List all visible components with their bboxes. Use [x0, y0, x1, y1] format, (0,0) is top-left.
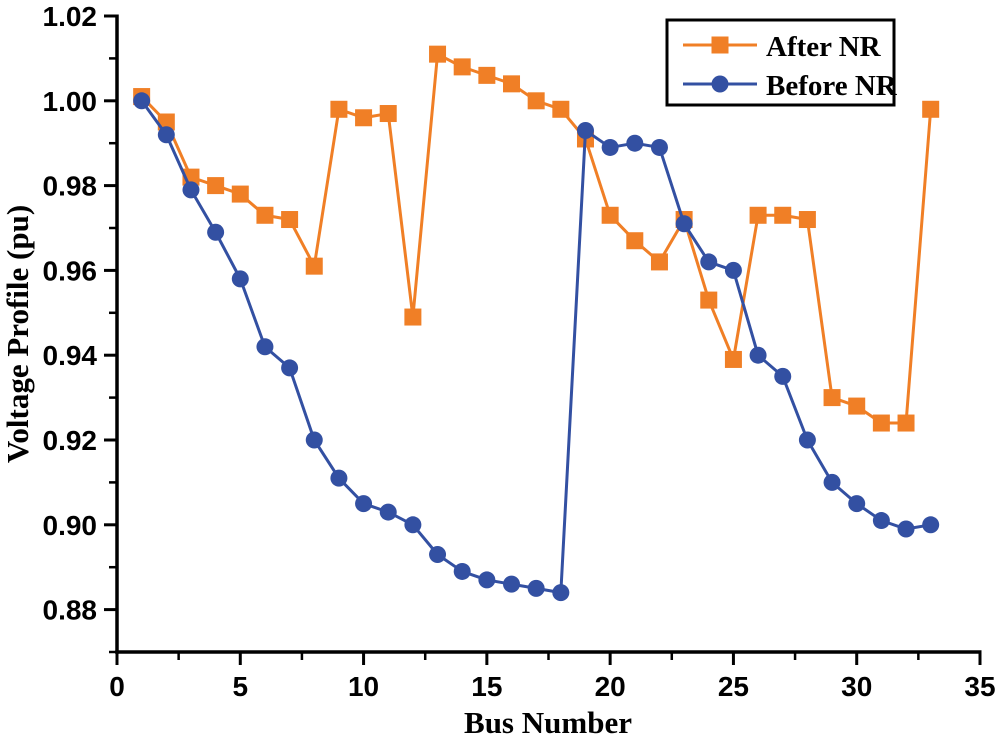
legend-box — [665, 18, 896, 107]
data-point-marker — [897, 414, 915, 432]
data-point-marker — [626, 134, 644, 152]
data-point-marker — [256, 206, 274, 224]
x-tick-label: 30 — [841, 671, 872, 702]
data-point-marker — [872, 512, 890, 530]
series-line-0 — [140, 52, 933, 425]
data-point-marker — [527, 92, 545, 110]
x-tick-label: 20 — [595, 671, 626, 702]
legend-marker — [711, 75, 729, 93]
data-point-marker — [429, 545, 447, 563]
y-tick-label: 1.00 — [43, 86, 98, 117]
data-point-marker — [922, 100, 940, 118]
y-tick-label: 0.88 — [43, 595, 98, 626]
data-point-marker — [330, 469, 348, 487]
data-point-marker — [823, 389, 841, 407]
data-point-marker — [133, 92, 151, 110]
data-point-marker — [281, 211, 299, 229]
data-point-marker — [404, 516, 422, 534]
data-point-marker — [207, 177, 225, 195]
data-point-marker — [404, 308, 422, 326]
data-point-marker — [182, 181, 200, 199]
data-point-marker — [379, 503, 397, 521]
data-point-marker — [774, 367, 792, 385]
data-point-marker — [626, 232, 644, 250]
data-point-marker — [281, 359, 299, 377]
data-point-marker — [823, 473, 841, 491]
x-tick-label: 35 — [964, 671, 995, 702]
y-tick-label: 0.96 — [43, 255, 98, 286]
data-point-marker — [774, 206, 792, 224]
x-tick-label: 0 — [109, 671, 125, 702]
data-point-marker — [724, 350, 742, 368]
data-point-marker — [798, 211, 816, 229]
data-point-marker — [355, 109, 373, 127]
legend-label: After NR — [766, 31, 882, 63]
data-point-marker — [527, 579, 545, 597]
legend-marker — [711, 36, 729, 54]
data-point-marker — [231, 270, 249, 288]
x-axis-title: Bus Number — [464, 705, 632, 739]
data-point-marker — [650, 253, 668, 271]
data-point-marker — [503, 75, 521, 93]
x-tick-label: 5 — [232, 671, 248, 702]
data-point-marker — [355, 495, 373, 513]
y-axis-title: Voltage Profile (pu) — [0, 205, 35, 463]
data-point-marker — [256, 338, 274, 356]
data-point-marker — [724, 261, 742, 279]
data-point-marker — [305, 257, 323, 275]
data-point-marker — [601, 206, 619, 224]
y-tick-label: 0.94 — [43, 340, 98, 371]
data-point-marker — [798, 431, 816, 449]
data-point-marker — [650, 138, 668, 156]
data-point-marker — [330, 100, 348, 118]
data-point-marker — [749, 346, 767, 364]
data-point-marker — [675, 215, 693, 233]
data-point-marker — [576, 121, 594, 139]
data-point-marker — [848, 495, 866, 513]
y-tick-label: 0.90 — [43, 510, 98, 541]
x-tick-label: 25 — [718, 671, 749, 702]
data-point-marker — [552, 584, 570, 602]
data-point-marker — [749, 206, 767, 224]
data-point-marker — [207, 223, 225, 241]
data-point-marker — [897, 520, 915, 538]
y-tick-label: 1.02 — [43, 1, 98, 32]
x-tick-label: 15 — [471, 671, 502, 702]
data-point-marker — [453, 562, 471, 580]
data-point-marker — [478, 66, 496, 84]
data-point-marker — [601, 138, 619, 156]
y-tick-label: 0.98 — [43, 171, 98, 202]
x-tick-label: 10 — [348, 671, 379, 702]
data-point-marker — [305, 431, 323, 449]
data-point-marker — [157, 126, 175, 144]
data-point-marker — [872, 414, 890, 432]
y-tick-label: 0.92 — [43, 425, 98, 456]
data-point-marker — [231, 185, 249, 203]
data-point-marker — [848, 397, 866, 415]
legend-label: Before NR — [766, 70, 898, 102]
data-point-marker — [453, 58, 471, 76]
data-point-marker — [157, 113, 175, 131]
data-point-marker — [922, 516, 940, 534]
data-point-marker — [700, 253, 718, 271]
data-point-marker — [700, 291, 718, 309]
data-point-marker — [503, 575, 521, 593]
data-point-marker — [379, 105, 397, 123]
data-point-marker — [478, 571, 496, 589]
data-point-marker — [552, 100, 570, 118]
data-point-marker — [429, 45, 447, 63]
